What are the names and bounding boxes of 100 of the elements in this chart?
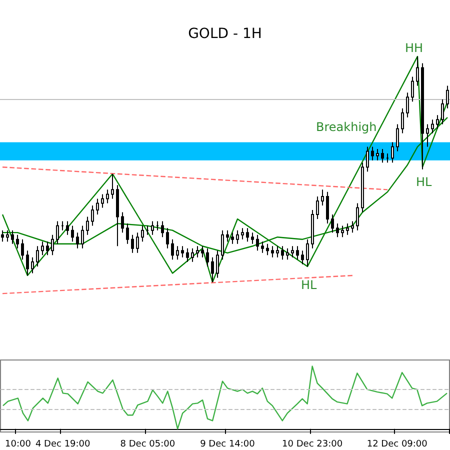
candlestick [431,119,434,134]
candlestick [86,216,89,236]
candlestick [211,256,214,283]
annotation: HL [301,278,318,292]
candlestick [316,196,319,220]
candlestick [321,189,324,206]
candlestick [386,153,389,164]
candlestick [436,114,439,130]
candlestick [181,246,184,258]
candlestick [206,248,209,267]
candlestick [11,230,14,244]
candlestick [391,142,394,164]
candlestick [81,225,84,249]
candlestick [291,246,294,258]
annotation: HL [416,175,432,189]
candlestick [1,230,4,242]
x-tick-label: 12 Dec 09:00 [366,440,428,450]
candlestick [246,228,249,242]
candlestick [91,204,94,226]
candlestick [201,246,204,258]
candlestick [331,214,334,234]
candlestick [416,56,419,86]
candlestick [296,246,299,260]
candlestick [176,246,179,260]
annotation: Breakhigh [316,120,377,134]
candlestick [126,223,129,244]
candlestick [61,220,64,231]
candlestick [406,92,409,118]
candlestick [26,250,29,276]
candlestick [101,194,104,208]
candlestick [191,248,194,262]
x-tick-label: 9 Dec 14:00 [200,440,256,450]
candlestick [356,202,359,231]
candlestick [266,243,269,256]
candlestick [241,228,244,240]
candlestick [396,124,399,152]
candlestick [141,225,144,242]
candlestick [226,230,229,242]
candlestick [106,189,109,204]
candlestick [21,238,24,260]
candlestick [306,238,309,267]
candlestick [401,108,404,134]
candlestick [281,246,284,260]
candlestick [366,146,369,172]
candlestick [66,220,69,236]
candlestick [136,232,139,254]
candlestick [446,85,449,109]
candlestick [131,234,134,254]
candlestick [256,234,259,252]
candlestick [276,246,279,258]
candlestick [186,248,189,262]
candlestick [301,250,304,265]
candlestick [196,246,199,258]
x-tick-label: 4 Dec 19:00 [35,440,91,450]
candlestick [121,212,124,234]
x-tick-label: 10 Dec 23:00 [282,440,343,450]
candlestick [171,238,174,260]
candlestick [216,250,219,278]
candlestick [221,230,224,260]
candlestick [36,246,39,267]
candlestick [166,228,169,249]
candlestick [76,232,79,249]
candlestick [346,223,349,236]
candlestick [71,225,74,242]
candlestick [381,148,384,164]
candlestick [351,220,354,234]
candlestick [56,220,59,244]
text: HH [405,41,424,55]
candlestick [311,210,314,249]
candlestick [96,198,99,216]
candlestick [271,246,274,258]
candlestick [336,223,339,238]
candlestick [116,184,119,247]
x-tick-label: 8 Dec 05:00 [120,440,176,450]
candlestick [236,230,239,244]
candlestick [151,220,154,236]
candlestick [41,241,44,256]
candlestick [341,225,344,238]
candlestick [156,220,159,231]
candlestick [376,148,379,161]
candlestick [441,98,444,125]
chart-title: GOLD - 1H [188,26,262,42]
candlestick [286,248,289,260]
candlestick [426,124,429,148]
candlestick [231,232,234,244]
candlestick [421,62,424,170]
candlestick [161,220,164,238]
candlestick [411,76,414,102]
candlestick [251,232,254,244]
x-tick-label: 10:00 [4,440,32,450]
candlestick [326,191,329,224]
candlestick [51,234,54,256]
candlestick [31,256,34,274]
candlestick [261,241,264,254]
candlestick [6,230,9,242]
candlestick [361,162,364,213]
candlestick [371,146,374,161]
candlestick [16,234,19,249]
candlestick [46,241,49,256]
candlestick [146,225,149,236]
